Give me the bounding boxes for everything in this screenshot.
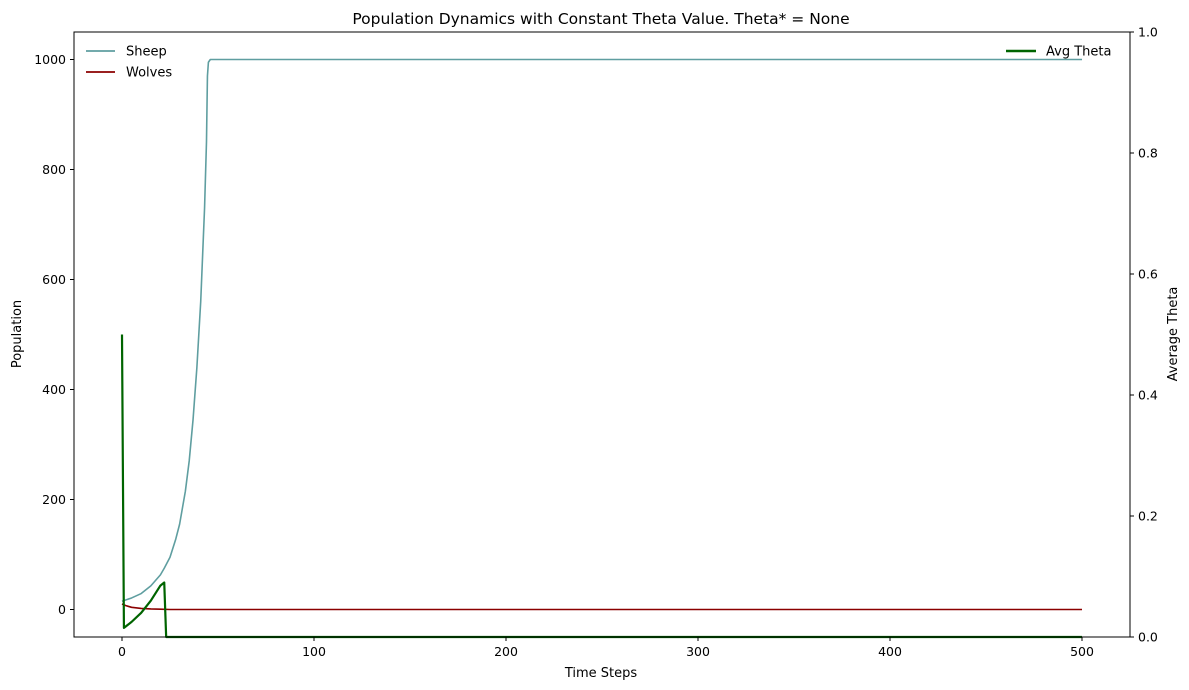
series-line-wolves (121, 603, 1082, 611)
legend-right: Avg Theta (1006, 45, 1111, 60)
y-tick-label: 0 (58, 602, 66, 617)
x-tick-label: 500 (1070, 644, 1094, 659)
plot-lines (120, 58, 1082, 639)
x-tick-label: 400 (878, 644, 902, 659)
legend-label: Wolves (126, 66, 172, 81)
x-tick-label: 200 (494, 644, 518, 659)
y2-tick-label: 0.6 (1138, 267, 1158, 282)
x-tick-label: 300 (686, 644, 710, 659)
chart-title: Population Dynamics with Constant Theta … (352, 10, 849, 28)
legend-label: Avg Theta (1046, 45, 1111, 60)
y-tick-label: 400 (42, 382, 66, 397)
legend-left: Sheep Wolves (86, 45, 172, 81)
y2-axis-label: Average Theta (1166, 287, 1181, 382)
y2-tick-label: 0.0 (1138, 630, 1158, 645)
plot-frame (73, 31, 1131, 638)
y-tick-label: 1000 (34, 52, 66, 67)
series-line-avg-theta (120, 334, 1082, 639)
y2-tick-label: 0.4 (1138, 388, 1158, 403)
x-axis-label: Time Steps (564, 666, 638, 681)
y2-tick-label: 0.2 (1138, 509, 1158, 524)
x-axis-ticks: 0 100 200 300 400 500 (118, 637, 1094, 659)
x-tick-label: 0 (118, 644, 126, 659)
legend-label: Sheep (126, 45, 167, 60)
series-line-sheep (121, 58, 1082, 603)
y-axis-ticks: 0 200 400 600 800 1000 (34, 52, 74, 617)
x-tick-label: 100 (302, 644, 326, 659)
y-tick-label: 800 (42, 162, 66, 177)
y2-axis-ticks: 0.0 0.2 0.4 0.6 0.8 1.0 (1130, 25, 1158, 645)
y2-tick-label: 1.0 (1138, 25, 1158, 40)
y2-tick-label: 0.8 (1138, 146, 1158, 161)
y-axis-label: Population (10, 300, 25, 368)
y-tick-label: 600 (42, 272, 66, 287)
y-tick-label: 200 (42, 492, 66, 507)
